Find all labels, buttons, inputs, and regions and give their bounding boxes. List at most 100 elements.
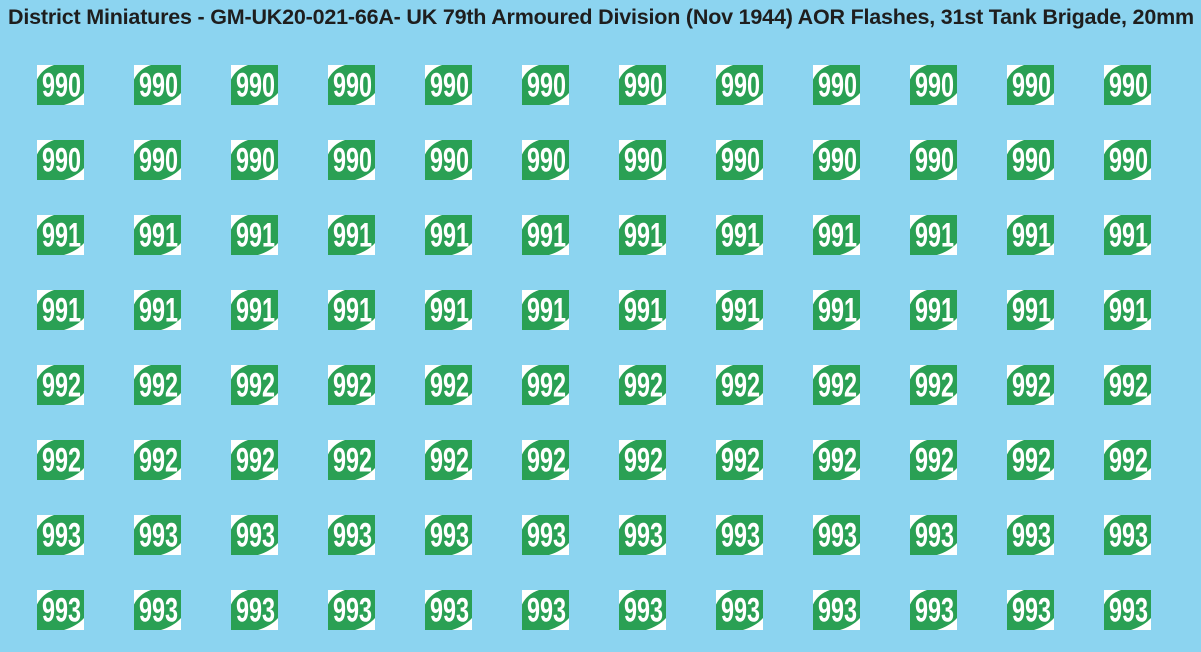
decal-992: 992 (813, 440, 860, 480)
corner-fold-bottom-right-icon (646, 543, 666, 555)
corner-fold-top-left-icon (1007, 290, 1024, 305)
decal-991: 991 (910, 290, 957, 330)
decal-plate (813, 515, 860, 555)
decal-plate (1104, 590, 1151, 630)
decal-plate (231, 140, 278, 180)
decal-plate (619, 140, 666, 180)
decal-990: 990 (1104, 140, 1151, 180)
corner-fold-top-left-icon (1007, 440, 1024, 455)
corner-fold-bottom-right-icon (355, 168, 375, 180)
corner-fold-top-left-icon (134, 140, 151, 155)
decal-991: 991 (813, 290, 860, 330)
decal-993: 993 (910, 590, 957, 630)
decal-plate (910, 365, 957, 405)
corner-fold-top-left-icon (1104, 215, 1121, 230)
corner-fold-bottom-right-icon (646, 243, 666, 255)
corner-fold-top-left-icon (328, 590, 345, 605)
corner-fold-bottom-right-icon (840, 93, 860, 105)
corner-fold-top-left-icon (37, 290, 54, 305)
decal-number: 993 (527, 592, 566, 630)
corner-fold-bottom-right-icon (549, 93, 569, 105)
corner-fold-top-left-icon (522, 515, 539, 530)
decal-plate (231, 65, 278, 105)
decal-number: 993 (721, 517, 760, 555)
corner-fold-top-left-icon (1007, 215, 1024, 230)
decal-number: 992 (721, 442, 760, 480)
decal-993: 993 (813, 590, 860, 630)
sheet-title: District Miniatures - GM-UK20-021-66A- U… (8, 5, 1194, 29)
decal-990: 990 (37, 140, 84, 180)
corner-fold-bottom-right-icon (549, 168, 569, 180)
corner-fold-top-left-icon (522, 140, 539, 155)
decal-number: 992 (915, 442, 954, 480)
corner-fold-bottom-right-icon (161, 468, 181, 480)
decal-991: 991 (619, 290, 666, 330)
corner-fold-bottom-right-icon (549, 543, 569, 555)
corner-fold-top-left-icon (328, 215, 345, 230)
decal-number: 990 (42, 142, 81, 180)
decal-number: 992 (624, 367, 663, 405)
decal-plate (1104, 365, 1151, 405)
decal-plate (813, 290, 860, 330)
decal-number: 990 (1109, 67, 1148, 105)
corner-fold-bottom-right-icon (840, 543, 860, 555)
decal-990: 990 (522, 65, 569, 105)
corner-fold-bottom-right-icon (743, 543, 763, 555)
decal-plate (619, 215, 666, 255)
decal-number: 991 (139, 217, 178, 255)
decal-plate (813, 140, 860, 180)
decal-plate (328, 215, 375, 255)
corner-fold-top-left-icon (231, 140, 248, 155)
corner-fold-bottom-right-icon (258, 243, 278, 255)
decal-plate (1104, 65, 1151, 105)
decal-plate (134, 140, 181, 180)
decal-plate (716, 215, 763, 255)
decal-992: 992 (522, 365, 569, 405)
decal-number: 990 (1109, 142, 1148, 180)
decal-991: 991 (716, 215, 763, 255)
corner-fold-bottom-right-icon (743, 168, 763, 180)
decal-992: 992 (134, 440, 181, 480)
decal-993: 993 (425, 590, 472, 630)
corner-fold-top-left-icon (619, 290, 636, 305)
corner-fold-top-left-icon (910, 65, 927, 80)
decal-plate (813, 215, 860, 255)
decal-number: 991 (915, 217, 954, 255)
corner-fold-top-left-icon (910, 440, 927, 455)
decal-992: 992 (1104, 440, 1151, 480)
decal-992: 992 (716, 365, 763, 405)
corner-fold-top-left-icon (134, 440, 151, 455)
corner-fold-top-left-icon (231, 290, 248, 305)
corner-fold-bottom-right-icon (258, 318, 278, 330)
corner-fold-top-left-icon (813, 515, 830, 530)
corner-fold-top-left-icon (425, 215, 442, 230)
decal-992: 992 (231, 440, 278, 480)
corner-fold-bottom-right-icon (840, 468, 860, 480)
decal-plate (619, 590, 666, 630)
corner-fold-top-left-icon (619, 440, 636, 455)
decal-number: 992 (818, 442, 857, 480)
decal-990: 990 (716, 65, 763, 105)
decal-991: 991 (134, 215, 181, 255)
corner-fold-top-left-icon (37, 440, 54, 455)
decal-plate (813, 590, 860, 630)
corner-fold-top-left-icon (425, 440, 442, 455)
corner-fold-top-left-icon (328, 65, 345, 80)
decal-row: 993 993 993 993 993 993 993 993 993 993 993 993 (37, 590, 1151, 630)
corner-fold-bottom-right-icon (452, 468, 472, 480)
corner-fold-top-left-icon (522, 290, 539, 305)
corner-fold-bottom-right-icon (743, 393, 763, 405)
corner-fold-bottom-right-icon (161, 543, 181, 555)
corner-fold-top-left-icon (910, 365, 927, 380)
decal-992: 992 (619, 440, 666, 480)
corner-fold-top-left-icon (328, 290, 345, 305)
decal-plate (231, 290, 278, 330)
decal-plate (1104, 515, 1151, 555)
decal-number: 990 (1012, 67, 1051, 105)
decal-number: 993 (236, 517, 275, 555)
decal-number: 990 (236, 142, 275, 180)
decal-993: 993 (328, 515, 375, 555)
decal-991: 991 (425, 215, 472, 255)
decal-plate (522, 365, 569, 405)
decal-plate (1007, 65, 1054, 105)
